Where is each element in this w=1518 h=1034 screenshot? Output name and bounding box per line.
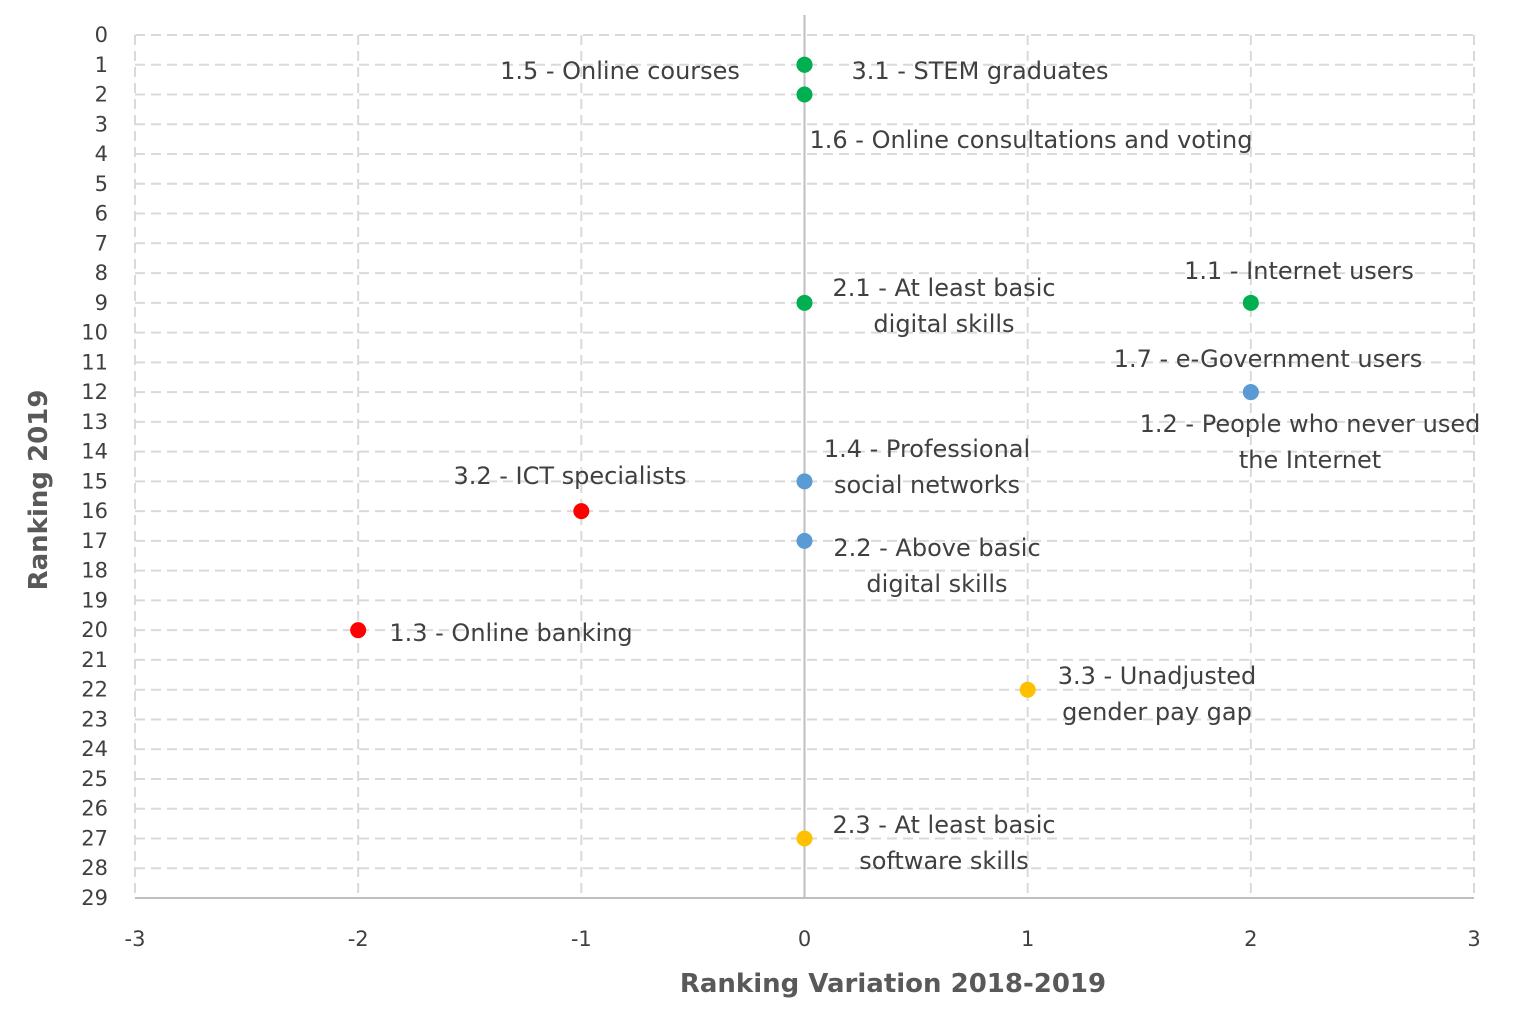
y-tick-label: 2 [95, 83, 108, 107]
y-axis-title: Ranking 2019 [24, 390, 54, 591]
data-label: 3.3 - Unadjusted [1058, 662, 1257, 690]
data-label: 1.6 - Online consultations and voting [809, 126, 1252, 154]
data-label: 3.1 - STEM graduates [851, 57, 1108, 85]
data-label: 1.7 - e-Government users [1114, 345, 1423, 373]
data-label: software skills [859, 847, 1029, 875]
y-tick-label: 21 [81, 648, 108, 672]
y-tick-label: 16 [81, 499, 108, 523]
y-tick-label: 15 [81, 469, 108, 493]
data-point [796, 830, 813, 847]
data-label: 2.1 - At least basic [832, 274, 1055, 302]
y-tick-label: 5 [95, 172, 108, 196]
y-tick-label: 28 [81, 856, 108, 880]
data-label: 2.3 - At least basic [832, 811, 1055, 839]
x-axis-title: Ranking Variation 2018-2019 [680, 969, 1106, 999]
x-tick-label: -3 [125, 927, 146, 951]
y-tick-label: 10 [81, 321, 108, 345]
y-tick-label: 11 [81, 350, 108, 374]
data-label: digital skills [873, 310, 1014, 338]
y-tick-label: 14 [81, 440, 108, 464]
y-tick-label: 20 [81, 618, 108, 642]
y-tick-label: 4 [95, 142, 108, 166]
data-points [350, 56, 1259, 847]
data-point [796, 532, 813, 549]
x-tick-label: 0 [798, 927, 811, 951]
data-label: digital skills [866, 570, 1007, 598]
data-point [1242, 294, 1259, 311]
y-tick-label: 18 [81, 559, 108, 583]
data-point [796, 473, 813, 490]
y-tick-label: 26 [81, 797, 108, 821]
data-label: 1.2 - People who never used [1140, 410, 1481, 438]
data-label: the Internet [1239, 446, 1381, 474]
axes: 0123456789101112131415161718192021222324… [81, 15, 1481, 951]
x-tick-label: 1 [1021, 927, 1034, 951]
data-point [350, 622, 367, 639]
data-labels: 1.5 - Online courses 3.1 - STEM graduates… [389, 57, 1480, 875]
y-tick-label: 6 [95, 202, 108, 226]
y-tick-label: 7 [95, 231, 108, 255]
x-tick-label: 2 [1244, 927, 1257, 951]
y-tick-label: 12 [81, 380, 108, 404]
data-point [573, 503, 590, 520]
y-tick-label: 17 [81, 529, 108, 553]
data-label: 2.2 - Above basic [833, 534, 1040, 562]
data-label: 1.1 - Internet users [1184, 257, 1414, 285]
data-point [1019, 681, 1036, 698]
x-tick-label: -2 [348, 927, 369, 951]
data-label: 3.2 - ICT specialists [453, 462, 686, 490]
data-point [796, 86, 813, 103]
x-tick-label: -1 [571, 927, 592, 951]
y-tick-label: 29 [81, 886, 108, 910]
y-tick-label: 22 [81, 678, 108, 702]
y-tick-label: 3 [95, 112, 108, 136]
data-point [796, 56, 813, 73]
data-label: gender pay gap [1062, 698, 1252, 726]
y-tick-label: 23 [81, 707, 108, 731]
data-label: 1.5 - Online courses [500, 57, 740, 85]
data-label: social networks [834, 471, 1020, 499]
y-tick-label: 27 [81, 826, 108, 850]
x-tick-label: 3 [1467, 927, 1480, 951]
y-tick-label: 1 [95, 53, 108, 77]
data-point [796, 294, 813, 311]
y-tick-label: 0 [95, 23, 108, 47]
y-tick-label: 24 [81, 737, 108, 761]
y-tick-label: 19 [81, 588, 108, 612]
data-point [1242, 384, 1259, 401]
data-label: 1.4 - Professional [824, 435, 1030, 463]
y-tick-label: 25 [81, 767, 108, 791]
data-label: 1.3 - Online banking [389, 619, 632, 647]
y-tick-label: 9 [95, 291, 108, 315]
y-tick-label: 13 [81, 410, 108, 434]
y-tick-label: 8 [95, 261, 108, 285]
